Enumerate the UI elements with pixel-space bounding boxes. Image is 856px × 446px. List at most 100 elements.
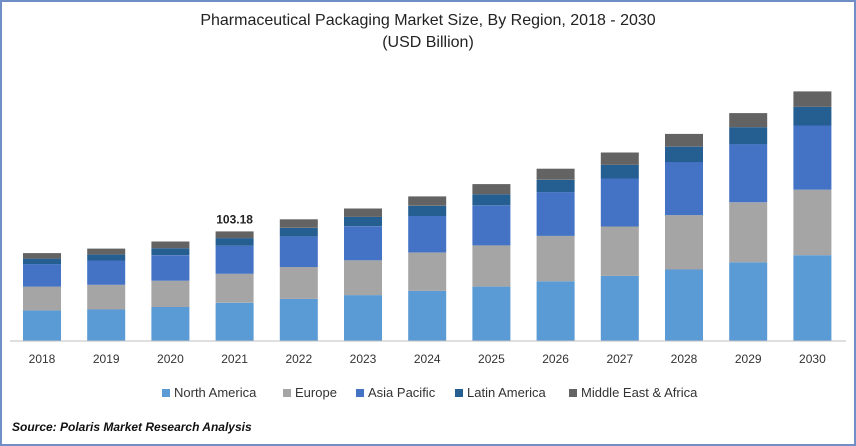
legend-item-latin-america: Latin America	[455, 385, 547, 400]
legend-swatch	[356, 389, 364, 397]
chart-title: Pharmaceutical Packaging Market Size, By…	[200, 12, 656, 29]
source-note: Source: Polaris Market Research Analysis	[12, 420, 252, 434]
bar-2026-latin-america	[536, 179, 575, 193]
x-tick-label-2022: 2022	[285, 352, 312, 366]
legend-label: Latin America	[467, 385, 547, 400]
legend-swatch	[569, 389, 577, 397]
bar-2028-asia-pacific	[665, 162, 703, 216]
bar-2022-europe	[279, 267, 318, 299]
bar-2027-asia-pacific	[600, 178, 639, 227]
bar-2026-asia-pacific	[536, 192, 575, 236]
x-tick-label-2030: 2030	[799, 352, 826, 366]
bar-2024-middle-east-africa	[408, 196, 447, 206]
bar-2029-north-america	[729, 262, 768, 341]
bar-2018-north-america	[23, 310, 61, 341]
x-tick-label-2023: 2023	[350, 352, 377, 366]
x-tick-label-2021: 2021	[221, 352, 248, 366]
bar-2020-asia-pacific	[151, 255, 190, 281]
bar-2030-latin-america	[793, 106, 832, 126]
bar-2018-europe	[23, 286, 61, 311]
bar-2021-asia-pacific	[215, 245, 254, 274]
x-tick-label-2027: 2027	[606, 352, 633, 366]
bar-2030-asia-pacific	[793, 125, 832, 190]
bar-2025-europe	[472, 245, 511, 287]
bar-2021-middle-east-africa	[215, 231, 254, 239]
legend-label: Asia Pacific	[368, 385, 436, 400]
x-tick-label-2018: 2018	[29, 352, 56, 366]
bar-2029-asia-pacific	[729, 144, 768, 203]
bar-2021-north-america	[215, 302, 254, 341]
legend-swatch	[162, 389, 170, 397]
legend-label: North America	[174, 385, 257, 400]
bar-2018-latin-america	[23, 258, 61, 265]
bar-2023-north-america	[344, 295, 382, 341]
bar-2026-europe	[536, 235, 575, 282]
x-tick-labels: 2018 2019 2020 2021 2022 2023 2024 2025 2026 2027…	[29, 352, 826, 366]
bar-2025-asia-pacific	[472, 205, 511, 246]
bar-2029-middle-east-africa	[729, 113, 768, 128]
bar-2024-latin-america	[408, 205, 447, 216]
legend-item-europe: Europe	[283, 385, 337, 400]
bar-2030-europe	[793, 189, 832, 256]
x-tick-label-2029: 2029	[735, 352, 762, 366]
chart-title-block: Pharmaceutical Packaging Market Size, By…	[0, 10, 856, 54]
bar-2022-middle-east-africa	[279, 219, 318, 228]
bar-2027-middle-east-africa	[600, 152, 639, 165]
bar-2025-latin-america	[472, 194, 511, 206]
x-tick-label-2019: 2019	[93, 352, 120, 366]
bar-2019-middle-east-africa	[87, 248, 126, 255]
bar-2028-middle-east-africa	[665, 133, 703, 147]
annotations-group: 103.18	[216, 212, 253, 226]
bars-group	[23, 91, 832, 341]
bar-2019-latin-america	[87, 254, 126, 261]
bar-2019-north-america	[87, 309, 126, 341]
bar-2028-europe	[665, 215, 703, 270]
bar-2025-north-america	[472, 286, 511, 341]
bar-2021-europe	[215, 273, 254, 303]
bar-2022-latin-america	[279, 227, 318, 237]
x-tick-label-2026: 2026	[542, 352, 569, 366]
legend-item-north-america: North America	[162, 385, 257, 400]
chart-subtitle: (USD Billion)	[382, 34, 474, 51]
bar-2023-middle-east-africa	[344, 208, 382, 217]
bar-2029-latin-america	[729, 127, 768, 145]
bar-2021-latin-america	[215, 238, 254, 246]
bar-2020-north-america	[151, 307, 190, 341]
bar-2028-latin-america	[665, 146, 703, 163]
legend-swatch	[283, 389, 291, 397]
x-tick-label-2020: 2020	[157, 352, 184, 366]
legend: North America Europe Asia Pacific Latin Ame…	[162, 385, 698, 400]
bar-2020-latin-america	[151, 248, 190, 256]
bar-2022-asia-pacific	[279, 236, 318, 267]
bar-2020-europe	[151, 280, 190, 307]
bar-2027-latin-america	[600, 164, 639, 179]
bar-2029-europe	[729, 202, 768, 263]
bar-2030-north-america	[793, 255, 832, 341]
x-tick-label-2024: 2024	[414, 352, 441, 366]
bar-2024-asia-pacific	[408, 216, 447, 253]
bar-2024-north-america	[408, 290, 447, 341]
bar-2023-europe	[344, 260, 382, 296]
legend-item-middle-east-africa: Middle East & Africa	[569, 385, 698, 400]
legend-swatch	[455, 389, 463, 397]
bar-2019-asia-pacific	[87, 260, 126, 285]
bar-2025-middle-east-africa	[472, 184, 511, 195]
data-label-2021: 103.18	[216, 212, 253, 226]
bar-2020-middle-east-africa	[151, 241, 190, 249]
bar-2019-europe	[87, 284, 126, 310]
bar-2023-asia-pacific	[344, 226, 382, 261]
x-tick-label-2025: 2025	[478, 352, 505, 366]
legend-label: Middle East & Africa	[581, 385, 698, 400]
bar-2022-north-america	[279, 298, 318, 341]
legend-item-asia-pacific: Asia Pacific	[356, 385, 436, 400]
bar-2027-europe	[600, 226, 639, 276]
bar-2023-latin-america	[344, 216, 382, 227]
bar-2027-north-america	[600, 275, 639, 341]
bar-2018-asia-pacific	[23, 264, 61, 287]
bar-2026-middle-east-africa	[536, 168, 575, 180]
bar-2018-middle-east-africa	[23, 253, 61, 259]
bar-2030-middle-east-africa	[793, 91, 832, 107]
x-tick-label-2028: 2028	[671, 352, 698, 366]
legend-label: Europe	[295, 385, 337, 400]
bar-2028-north-america	[665, 269, 703, 341]
